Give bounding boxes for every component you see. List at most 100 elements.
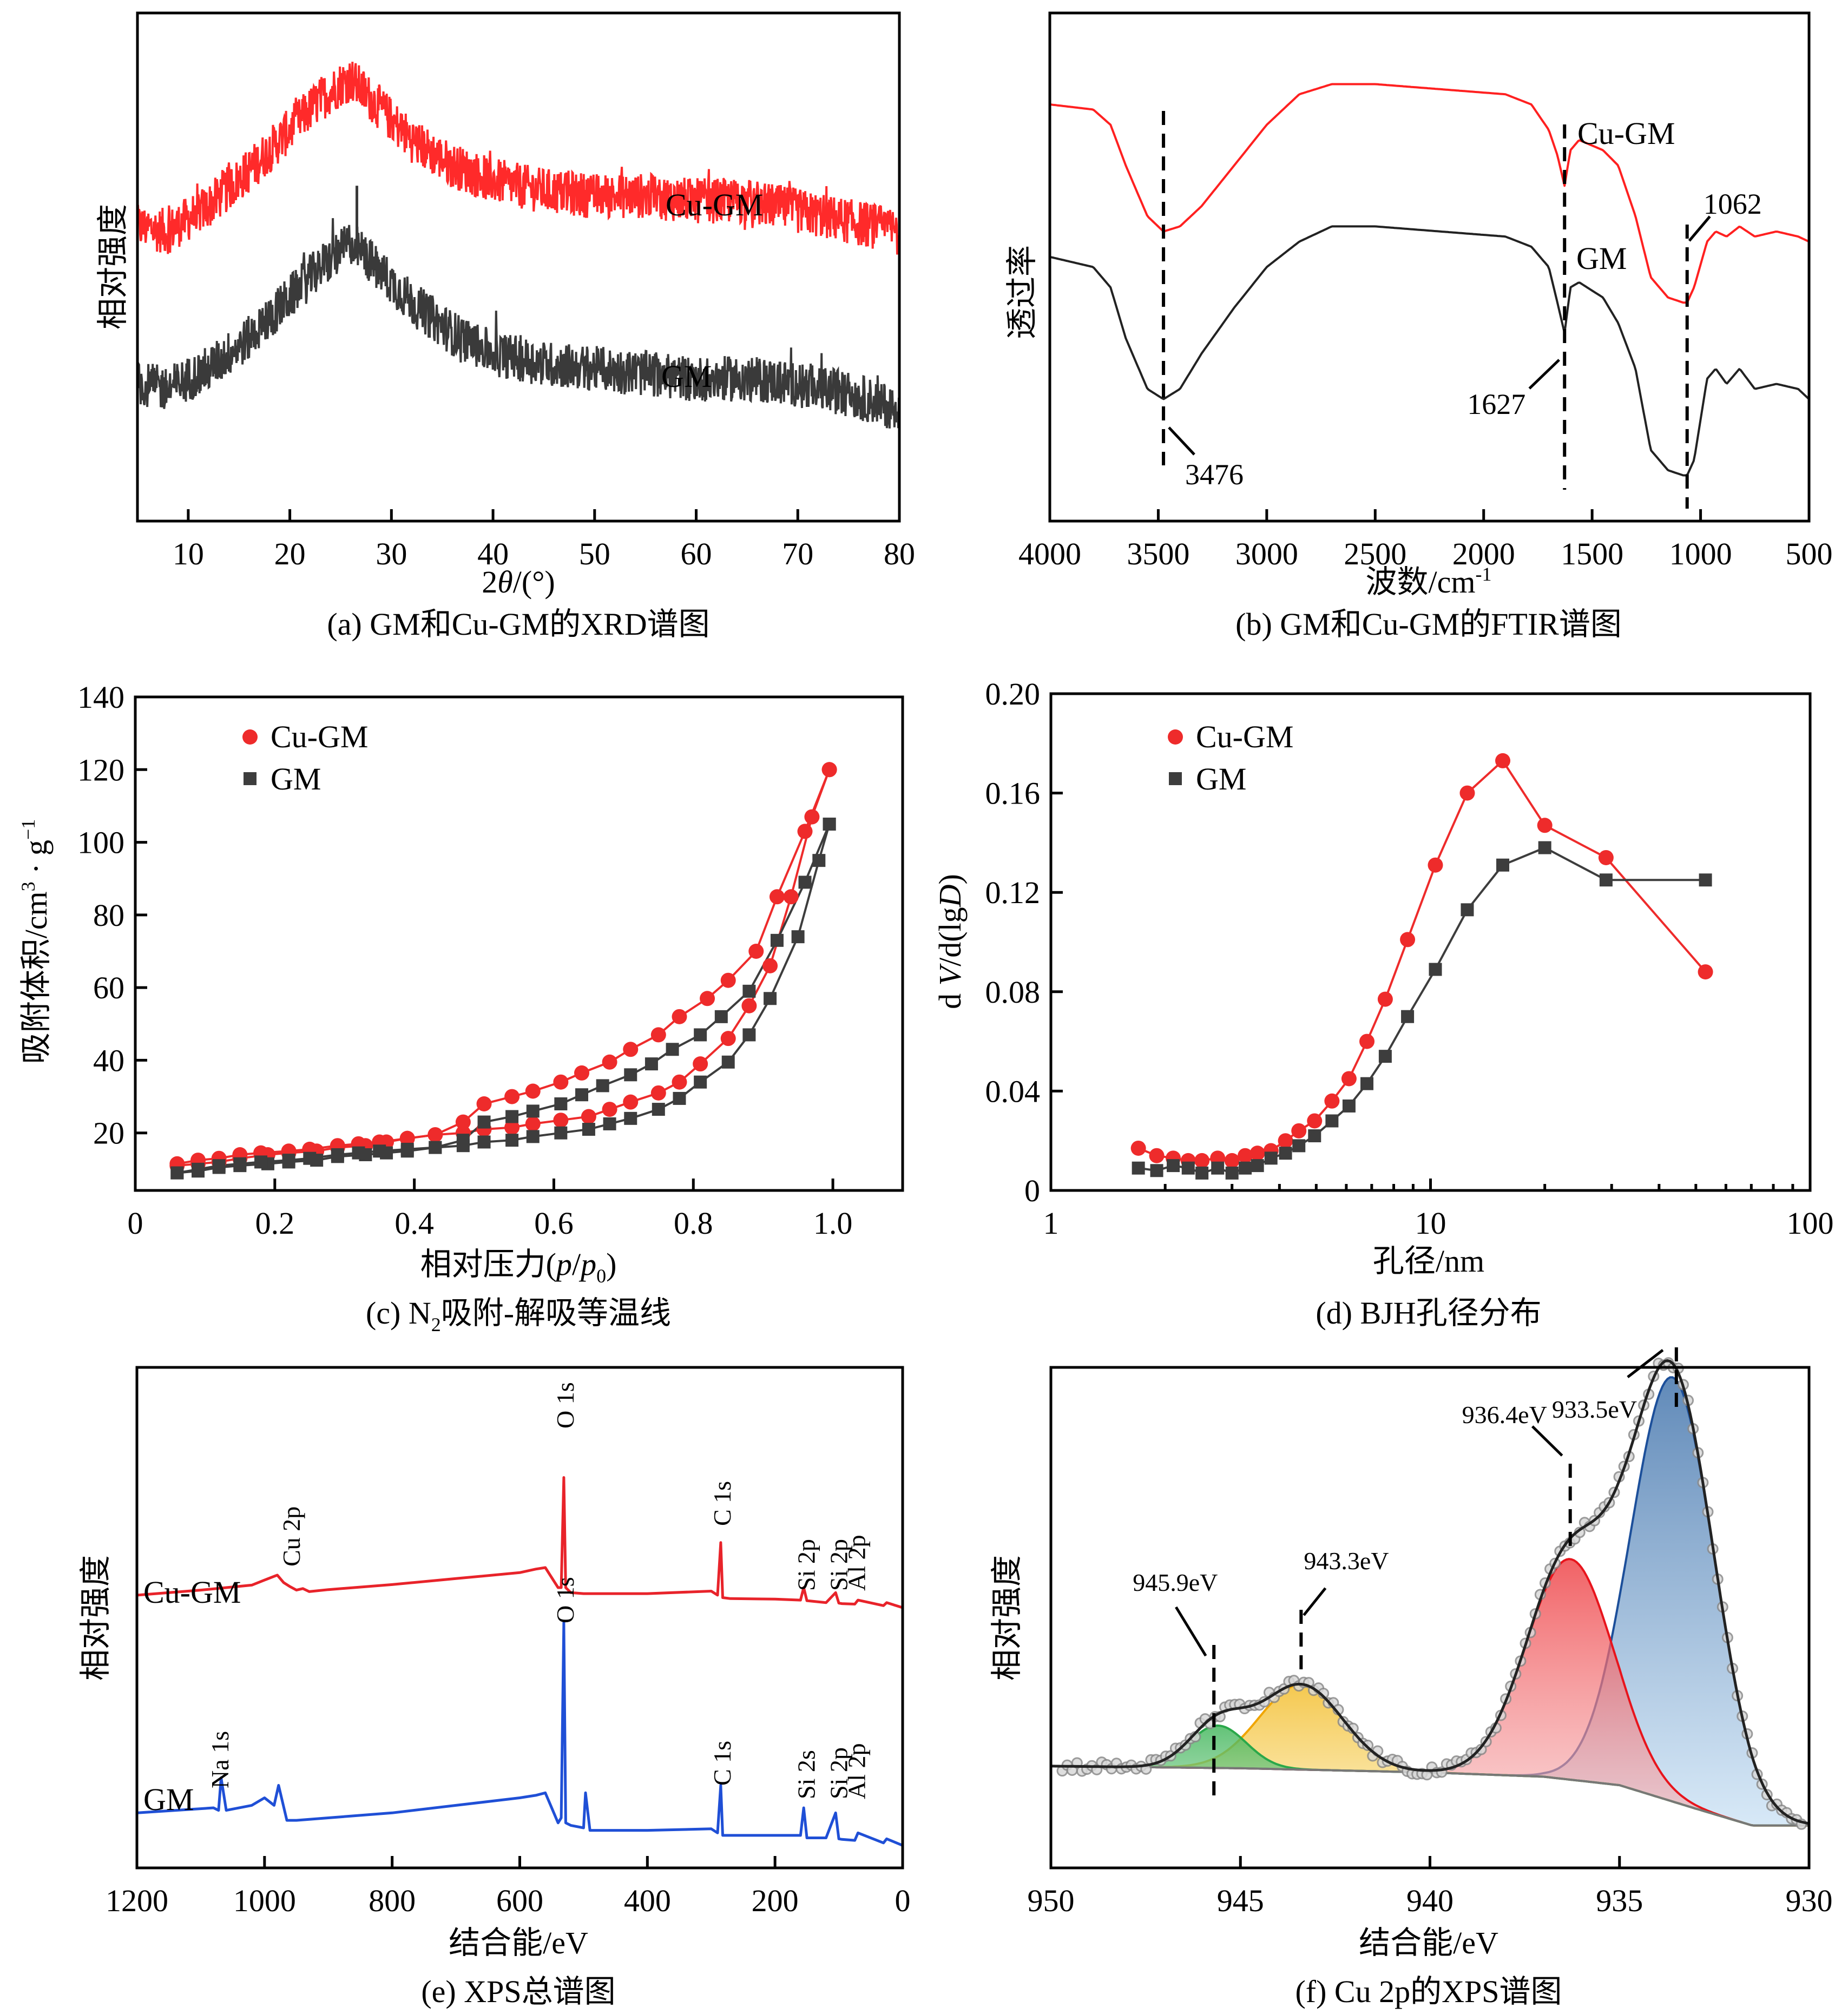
panel-b-caption: (b) GM和Cu-GM的FTIR谱图 [1235,607,1622,642]
data-point-circle [748,944,764,959]
x-tick-label: 30 [376,536,407,571]
data-point-square [1461,903,1474,917]
x-tick-label: 800 [369,1883,416,1918]
peak-label: Si 2p [825,1539,853,1591]
data-point-square [1181,1161,1195,1175]
panel-b-label-gm: GM [1576,241,1627,276]
series-line-cu-gm [1137,759,1707,1162]
series-line-cu-gm [136,1476,903,1609]
data-point-square [192,1162,205,1176]
data-point-square [694,1075,707,1089]
data-point-square [742,1028,756,1042]
data-point-square [582,1123,595,1136]
data-point-square [742,984,756,998]
y-tick-label: 60 [93,970,124,1005]
data-point-square [554,1097,568,1110]
series-line-cu-gm [1049,83,1810,304]
panel-e-xps-survey: 1200 1000 800 600 400 200 0 Cu 2p O 1s C 1s Si 2p… [78,1366,911,2009]
legend-label-gm: GM [1196,761,1246,797]
data-point-circle [672,1074,687,1090]
data-point-square [1225,1166,1239,1180]
legend-label-gm: GM [271,761,321,797]
data-point-circle [1130,1140,1146,1156]
legend-marker-gm [1169,772,1182,785]
x-tick-label: 935 [1596,1883,1643,1918]
data-point-square [505,1134,519,1147]
x-tick-label: 2500 [1344,536,1406,571]
data-point-square [596,1079,609,1092]
panel-d-frame [1049,692,1812,1192]
data-point-square [233,1157,247,1170]
panel-a-frame [136,11,901,523]
data-point-circle [1598,850,1614,865]
y-tick-label: 0.04 [985,1074,1041,1109]
leader-line [1531,1425,1563,1457]
data-point-square [554,1126,568,1140]
data-point-circle [476,1096,492,1111]
x-tick-label: 1000 [1669,536,1732,571]
data-point-square [352,1146,365,1160]
data-point-square [1429,963,1442,976]
panel-d-bjh: 1 10 100 0 0.04 0.08 0.12 0.16 0.20 Cu-GM GM 孔径/… [932,676,1834,1331]
data-point-square [1325,1114,1339,1128]
panel-c-y-axis-title: 吸附体积/cm3 · g−1 [17,819,54,1064]
y-tick-label: 140 [77,680,124,715]
panel-e-x-axis-title: 结合能/eV [449,1925,588,1960]
data-point-circle [1537,818,1553,833]
data-point-circle [553,1074,569,1090]
data-point-circle [504,1089,520,1104]
data-point-square [505,1110,519,1123]
data-point-square [791,930,805,944]
data-point-circle [1307,1113,1323,1129]
y-tick-label: 0 [1024,1173,1040,1208]
x-tick-label: 0.8 [674,1206,713,1241]
data-point-square [1401,1010,1415,1023]
panel-e-label-cu-gm: Cu-GM [143,1575,241,1610]
peak-label: 936.4eV [1462,1401,1547,1429]
series-line-gm [1138,846,1706,1175]
legend-label-cu-gm: Cu-GM [271,719,368,754]
panel-a-xrd: 10 20 30 40 50 60 70 80 2θ/(°) 相对强度 Cu-GM GM (a… [95,11,915,642]
data-point-square [764,992,777,1005]
data-point-square [645,1057,658,1071]
data-point-square [477,1115,491,1129]
data-point-circle [720,972,736,988]
series-line [176,769,831,1165]
data-point-square [1308,1129,1321,1143]
x-tick-label: 600 [496,1883,543,1918]
data-point-square [673,1091,686,1105]
panel-e-plot-area [136,1476,903,1847]
data-point-circle [1341,1071,1357,1087]
data-point-square [331,1148,344,1161]
x-tick-label: 4000 [1018,536,1081,571]
panel-b-label-cu-gm: Cu-GM [1577,116,1675,151]
panel-e-label-gm: GM [143,1782,194,1817]
series-line-gm [136,1621,903,1847]
data-point-square [1211,1161,1225,1175]
x-tick-label: 40 [477,536,509,571]
data-point-circle [700,991,715,1006]
data-point-square [456,1134,470,1147]
data-point-circle [1459,785,1475,801]
raw-data-point [1362,1740,1374,1752]
panel-e-caption: (e) XPS总谱图 [421,1974,615,2009]
y-tick-label: 0.16 [985,776,1041,811]
panel-c-legend: Cu-GM GM [242,719,368,797]
data-point-circle [1698,964,1713,980]
panel-d-caption: (d) BJH孔径分布 [1316,1295,1541,1331]
legend-label-cu-gm: Cu-GM [1196,719,1293,754]
x-tick-label: 10 [1415,1206,1446,1241]
panel-f-cu2p: 950 945 940 935 930 945.9eV 943.3eV 936.4eV 933… [989,1347,1833,2009]
leader-line [1175,1606,1207,1657]
y-tick-label: 20 [93,1116,124,1151]
data-point-square [212,1159,226,1173]
panel-f-x-axis-title: 结合能/eV [1359,1925,1498,1960]
y-tick-label: 40 [93,1043,124,1078]
panel-a-x-ticks: 10 20 30 40 50 60 70 80 [173,509,915,571]
panel-f-caption: (f) Cu 2p的XPS谱图 [1295,1974,1562,2009]
data-point-square [721,1055,735,1069]
panel-a-label-gm: GM [661,359,712,394]
x-tick-label: 0.2 [255,1206,295,1241]
x-tick-label: 0.6 [534,1206,574,1241]
series-line-cu-gm [136,62,900,255]
